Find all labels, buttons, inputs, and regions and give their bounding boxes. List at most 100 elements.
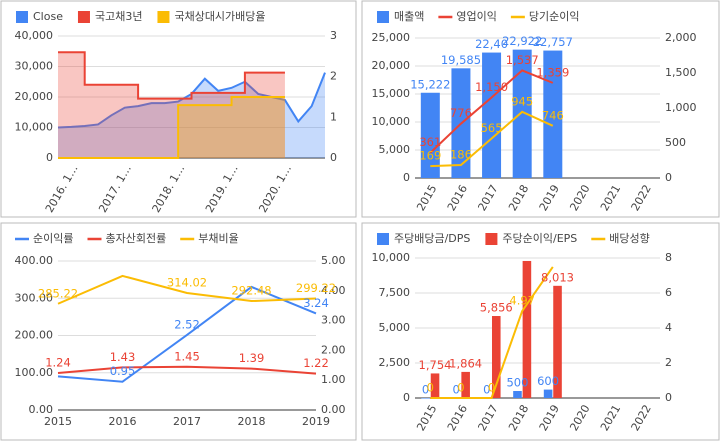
line: [57, 285, 317, 383]
legend-label: 매출액: [394, 10, 424, 23]
data-label: 1.39: [239, 351, 265, 365]
y-tick-label: 5,000: [379, 321, 411, 334]
data-label: 292.48: [231, 284, 271, 298]
data-label: 2.52: [174, 317, 200, 331]
legend-label: 순이익률: [33, 232, 73, 245]
x-tick-label: 2015: [44, 415, 72, 428]
y-tick-label: 0: [403, 171, 410, 184]
line: [57, 274, 317, 305]
data-label: 169: [419, 149, 441, 163]
data-label: 22,40: [475, 37, 508, 51]
y-tick-label: 300.00: [15, 291, 54, 304]
data-label: 186: [450, 147, 472, 161]
legend-label: 총자산회전률: [105, 232, 166, 245]
area-line: [58, 96, 285, 159]
line: [429, 69, 554, 154]
data-label: 776: [450, 106, 472, 120]
legend-swatch: [377, 233, 389, 245]
bar: [461, 371, 470, 398]
data-label: 0: [427, 381, 434, 395]
legend-label: 국채상대시가배당율: [174, 10, 265, 23]
y2-tick-label: 1.00: [321, 373, 346, 386]
y2-tick-label: 1,000: [665, 101, 697, 114]
data-label: 0: [453, 383, 460, 397]
y2-tick-label: 4: [665, 321, 672, 334]
y2-tick-label: 0: [330, 151, 337, 164]
data-label: 1.43: [110, 350, 136, 364]
data-label: 1.24: [45, 356, 71, 370]
data-label: 0: [457, 381, 464, 395]
legend-swatch: [377, 11, 389, 23]
data-label: 1.45: [174, 349, 200, 363]
data-label: 1,150: [475, 80, 508, 94]
y2-tick-label: 3.00: [321, 314, 346, 327]
y2-tick-label: 2: [330, 70, 337, 83]
bar: [543, 389, 553, 398]
data-label: 0: [488, 381, 495, 395]
area: [58, 97, 285, 158]
y2-tick-label: 2: [665, 356, 672, 369]
bar: [512, 49, 532, 179]
line: [57, 365, 317, 375]
y2-tick-label: 1: [330, 110, 337, 123]
data-label: 299.22: [296, 281, 336, 295]
y2-tick-label: 2,000: [665, 31, 697, 44]
y-tick-label: 20,000: [372, 59, 411, 72]
x-tick-label: 2017: [173, 415, 201, 428]
bar: [430, 373, 440, 398]
data-label: 1,864: [449, 356, 482, 370]
data-label: 19,585: [441, 53, 481, 67]
y-tick-label: 10,000: [372, 251, 411, 264]
bar: [543, 50, 563, 178]
data-label: 285.22: [38, 286, 78, 300]
legend-label: Close: [33, 10, 63, 23]
legend-label: 부채비율: [198, 232, 238, 245]
panel: [361, 222, 720, 441]
panel: [0, 222, 357, 441]
data-label: 500: [506, 376, 528, 390]
y-tick-label: 2,500: [379, 356, 411, 369]
legend-label: 주당배당금/DPS: [394, 232, 470, 245]
y2-tick-label: 500: [665, 136, 686, 149]
bar: [491, 316, 501, 398]
y-tick-label: 0: [403, 391, 410, 404]
y2-tick-label: 8: [665, 251, 672, 264]
data-label: 314.02: [167, 276, 207, 290]
bar: [522, 260, 532, 398]
bar: [513, 391, 522, 398]
data-label: 22,922: [502, 34, 542, 48]
data-label: 361: [419, 135, 441, 149]
y-tick-label: 7,500: [379, 286, 411, 299]
y-tick-label: 15,000: [372, 87, 411, 100]
x-tick-label: 2018: [238, 415, 266, 428]
y2-tick-label: 2.00: [321, 343, 346, 356]
data-label: 600: [537, 374, 559, 388]
y-tick-label: 400.00: [15, 254, 54, 267]
y2-tick-label: 1,500: [665, 66, 697, 79]
line: [430, 266, 554, 399]
data-label: 746: [542, 108, 564, 122]
y-tick-label: 20,000: [15, 90, 54, 103]
bar: [482, 52, 502, 179]
data-label: 0: [483, 383, 490, 397]
data-label: 5,856: [480, 301, 513, 315]
y2-tick-label: 5.00: [321, 254, 346, 267]
y2-tick-label: 4.00: [321, 284, 346, 297]
bar: [553, 285, 562, 398]
data-label: 1,754: [419, 358, 452, 372]
x-tick-label: 2016: [109, 415, 137, 428]
bar: [420, 92, 440, 178]
y-tick-label: 30,000: [15, 60, 54, 73]
data-label: 0.95: [110, 364, 136, 378]
data-label: 1,537: [506, 53, 539, 67]
legend-label: 배당성향: [609, 232, 649, 245]
y2-tick-label: 0.00: [321, 403, 346, 416]
y2-tick-label: 6: [665, 286, 672, 299]
legend-swatch: [157, 11, 170, 23]
area-line: [58, 51, 285, 100]
legend-label: 당기순이익: [529, 10, 580, 23]
line: [430, 110, 554, 168]
data-label: 22,757: [533, 35, 573, 49]
legend-swatch: [485, 233, 498, 245]
y-tick-label: 5,000: [379, 143, 411, 156]
